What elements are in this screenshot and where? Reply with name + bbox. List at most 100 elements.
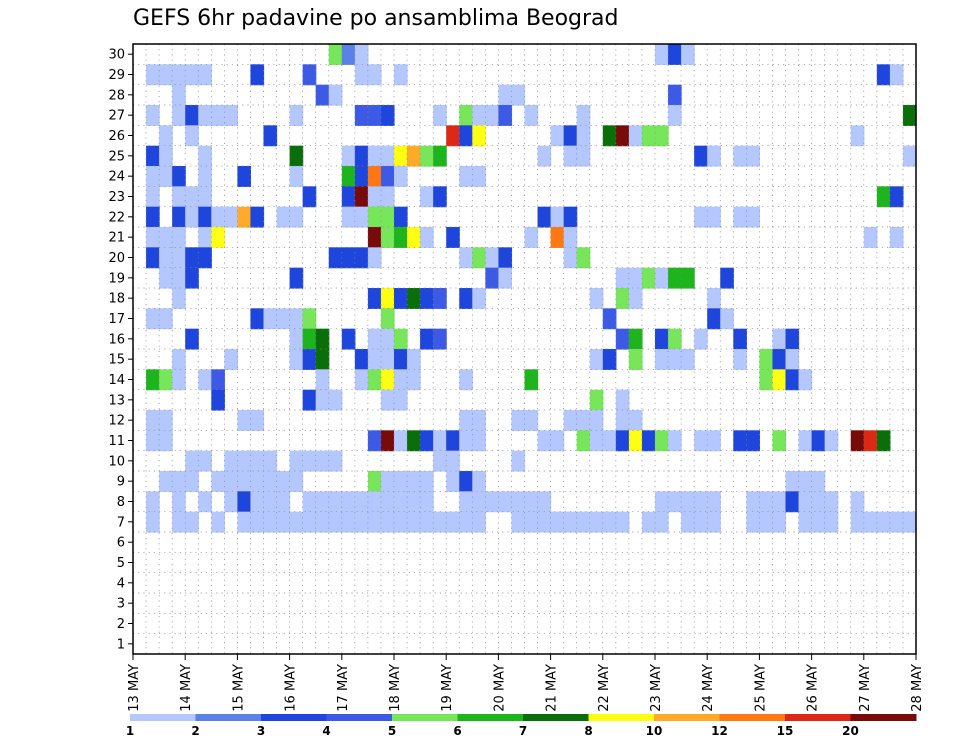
heatmap-cell — [668, 349, 682, 370]
x-tick-label: 26 MAY — [806, 664, 821, 712]
heatmap-cell — [420, 186, 434, 208]
heatmap-cell — [367, 206, 382, 228]
heatmap-cell — [876, 64, 891, 86]
heatmap-cell — [185, 450, 199, 472]
heatmap-cell — [198, 186, 212, 208]
heatmap-cell — [159, 166, 173, 187]
x-tick-label: 19 MAY — [440, 664, 455, 712]
x-tick-label: 13 MAY — [127, 664, 142, 712]
heatmap-cell — [524, 491, 539, 513]
heatmap-cell — [681, 349, 695, 370]
heatmap-cell — [394, 369, 408, 391]
heatmap-cell — [159, 267, 173, 289]
heatmap-cell — [380, 471, 395, 492]
heatmap-cell — [198, 247, 212, 269]
heatmap-cell — [446, 430, 460, 452]
heatmap-cell — [380, 389, 395, 411]
y-tick-label: 16 — [108, 332, 125, 347]
heatmap-cell — [694, 491, 708, 513]
heatmap-cell — [146, 511, 160, 533]
heatmap-cell — [889, 186, 904, 208]
heatmap-cell — [511, 450, 526, 472]
heatmap-cell — [472, 491, 486, 513]
heatmap-cell — [811, 430, 826, 452]
heatmap-cell — [354, 105, 369, 126]
colorbar-segment — [130, 714, 196, 721]
heatmap-cell — [824, 491, 839, 513]
heatmap-cell — [302, 450, 317, 472]
y-tick-label: 18 — [108, 292, 125, 307]
heatmap-cell — [433, 450, 447, 472]
heatmap-cell — [185, 206, 199, 228]
heatmap-cell — [198, 227, 212, 248]
heatmap-cell — [472, 105, 486, 126]
heatmap-cell — [380, 166, 395, 187]
heatmap-cell — [459, 125, 473, 147]
heatmap-cell — [759, 369, 774, 391]
heatmap-cell — [641, 125, 656, 147]
heatmap-cell — [511, 491, 526, 513]
heatmap-cell — [315, 389, 330, 411]
y-tick-label: 30 — [108, 48, 125, 63]
heatmap-cell — [772, 349, 787, 370]
heatmap-cell — [146, 105, 160, 126]
heatmap-cell — [394, 166, 408, 187]
heatmap-cell — [146, 430, 160, 452]
heatmap-cell — [146, 227, 160, 248]
heatmap-cell — [367, 328, 382, 350]
y-tick-label: 20 — [108, 251, 125, 266]
heatmap-cell — [380, 227, 395, 248]
heatmap-cell — [341, 328, 356, 350]
heatmap-cell — [354, 491, 369, 513]
plot-frame — [132, 43, 917, 655]
heatmap-cell — [328, 84, 343, 106]
heatmap-cell — [498, 267, 513, 289]
heatmap-cell — [902, 145, 917, 167]
heatmap-cell — [420, 328, 434, 350]
heatmap-cell — [237, 511, 252, 533]
heatmap-cell — [198, 145, 212, 167]
heatmap-cell — [328, 44, 343, 65]
heatmap-cell — [224, 471, 238, 492]
heatmap-cell — [433, 288, 447, 309]
heatmap-cell — [550, 206, 565, 228]
colorbar-label: 12 — [711, 724, 728, 738]
heatmap-cell — [224, 206, 238, 228]
heatmap-cell — [446, 511, 460, 533]
heatmap-cell — [328, 491, 343, 513]
heatmap-cell — [863, 430, 878, 452]
x-tick-label: 25 MAY — [753, 664, 768, 712]
y-tick-label: 8 — [117, 495, 125, 510]
heatmap-cell — [589, 349, 604, 370]
heatmap-cell — [172, 206, 186, 228]
heatmap-cell — [407, 288, 421, 309]
heatmap-cell — [354, 64, 369, 86]
heatmap-cell — [354, 511, 369, 533]
heatmap-cell — [289, 471, 304, 492]
heatmap-cell — [720, 267, 734, 289]
heatmap-cell — [198, 491, 212, 513]
y-tick-label: 1 — [117, 637, 125, 652]
heatmap-cell — [367, 430, 382, 452]
heatmap-cell — [172, 166, 186, 187]
heatmap-cell — [615, 511, 630, 533]
heatmap-cell — [250, 410, 265, 431]
heatmap-cell — [459, 410, 473, 431]
x-axis: 13 MAY 14 MAY 15 MAY 16 MAY 17 MAY 18 MAY 19 M… — [127, 654, 925, 712]
heatmap-cell — [407, 349, 421, 370]
heatmap-cell — [485, 105, 499, 126]
y-tick-label: 29 — [108, 68, 125, 83]
heatmap-cell — [850, 430, 865, 452]
colorbar-segment — [654, 714, 720, 721]
heatmap-cell — [889, 227, 904, 248]
heatmap-cell — [563, 410, 578, 431]
heatmap-cell — [628, 288, 643, 309]
y-tick-label: 25 — [108, 149, 125, 164]
heatmap-cell — [159, 125, 173, 147]
heatmap-cell — [498, 247, 513, 269]
heatmap-cell — [146, 308, 160, 330]
heatmap-cell — [785, 349, 800, 370]
heatmap-cell — [772, 491, 787, 513]
heatmap-cell — [198, 64, 212, 86]
heatmap-cell — [707, 145, 721, 167]
